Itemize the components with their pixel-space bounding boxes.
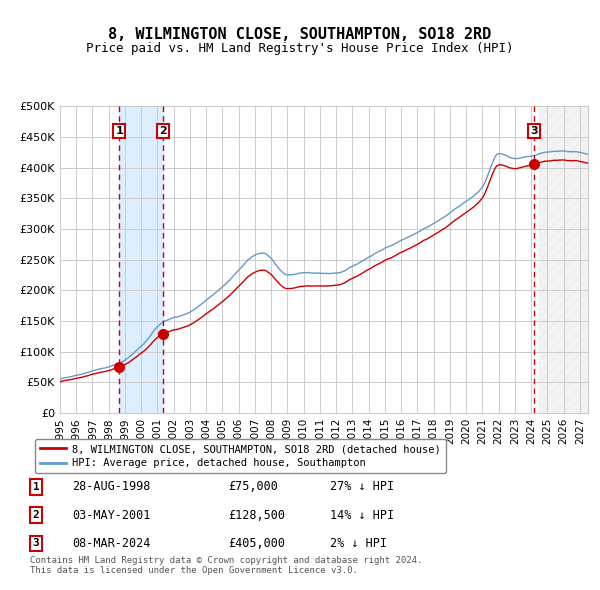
Text: 14% ↓ HPI: 14% ↓ HPI — [330, 509, 394, 522]
Text: £128,500: £128,500 — [228, 509, 285, 522]
Text: 2: 2 — [32, 510, 40, 520]
Text: 8, WILMINGTON CLOSE, SOUTHAMPTON, SO18 2RD: 8, WILMINGTON CLOSE, SOUTHAMPTON, SO18 2… — [109, 27, 491, 41]
Text: £405,000: £405,000 — [228, 537, 285, 550]
Text: 03-MAY-2001: 03-MAY-2001 — [72, 509, 151, 522]
Text: 3: 3 — [32, 539, 40, 548]
Text: £75,000: £75,000 — [228, 480, 278, 493]
Text: 1: 1 — [115, 126, 123, 136]
Text: Contains HM Land Registry data © Crown copyright and database right 2024.
This d: Contains HM Land Registry data © Crown c… — [30, 556, 422, 575]
Text: 08-MAR-2024: 08-MAR-2024 — [72, 537, 151, 550]
Text: 1: 1 — [32, 482, 40, 491]
Text: 3: 3 — [530, 126, 538, 136]
Text: 27% ↓ HPI: 27% ↓ HPI — [330, 480, 394, 493]
Legend: 8, WILMINGTON CLOSE, SOUTHAMPTON, SO18 2RD (detached house), HPI: Average price,: 8, WILMINGTON CLOSE, SOUTHAMPTON, SO18 2… — [35, 439, 446, 473]
Text: 2: 2 — [159, 126, 167, 136]
Bar — [119, 106, 163, 413]
Text: 2% ↓ HPI: 2% ↓ HPI — [330, 537, 387, 550]
Bar — [539, 106, 588, 413]
Text: 28-AUG-1998: 28-AUG-1998 — [72, 480, 151, 493]
Text: Price paid vs. HM Land Registry's House Price Index (HPI): Price paid vs. HM Land Registry's House … — [86, 42, 514, 55]
